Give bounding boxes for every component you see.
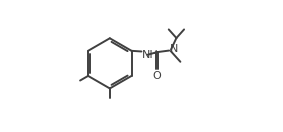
Text: N: N: [170, 44, 178, 55]
Text: NH: NH: [142, 50, 158, 60]
Text: O: O: [153, 71, 161, 81]
